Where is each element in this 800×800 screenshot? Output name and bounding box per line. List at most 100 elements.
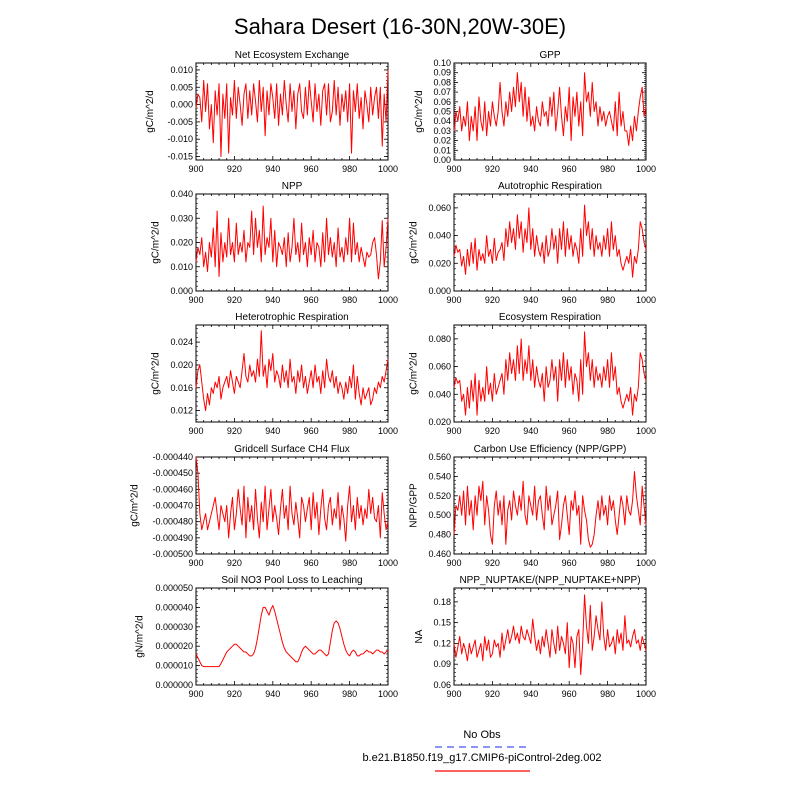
y-tick-label: 0.04 [433,116,451,126]
x-tick-label: 920 [227,164,242,174]
x-tick-label: 940 [265,295,280,305]
y-axis-label: gC/m^2/d [409,352,420,395]
y-tick-label: 0.024 [170,337,193,347]
chart-title: Carbon Use Efficiency (NPP/GPP) [474,444,627,455]
y-tick-label: 0.05 [433,107,451,117]
x-tick-label: 940 [265,426,280,436]
y-axis-label: NPP/GPP [409,483,420,528]
y-tick-label: 0.010 [170,65,193,75]
y-tick-label: 0.020 [428,258,451,268]
x-tick-label: 940 [523,558,538,568]
chart-title: Heterotrophic Respiration [235,312,348,323]
series-line [195,456,389,542]
x-tick-label: 960 [562,295,577,305]
y-tick-label: 0.07 [433,87,451,97]
y-tick-label: 0.020 [428,417,451,427]
y-tick-label: 0.040 [428,231,451,241]
x-tick-label: 960 [562,689,577,699]
y-tick-label: 0.000000 [155,680,193,690]
y-tick-label: 0.040 [428,389,451,399]
x-tick-label: 940 [265,558,280,568]
y-tick-label: 0.10 [433,58,451,68]
x-tick-label: 1000 [378,295,398,305]
y-tick-label: -0.000490 [152,533,193,543]
y-tick-label: -0.000460 [152,484,193,494]
y-tick-label: 0.000 [428,286,451,296]
series-line [453,72,647,146]
y-tick-label: 0.080 [428,334,451,344]
x-tick-label: 920 [227,689,242,699]
chart-title: Soil NO3 Pool Loss to Leaching [221,575,362,586]
x-tick-label: 960 [562,558,577,568]
x-tick-label: 940 [523,295,538,305]
x-tick-label: 940 [265,689,280,699]
plot-frame [195,456,389,555]
y-tick-label: 0.09 [433,659,451,669]
y-tick-label: 0.06 [433,97,451,107]
x-tick-label: 900 [188,295,203,305]
y-tick-label: 0.15 [433,618,451,628]
x-tick-label: 980 [342,295,357,305]
y-tick-label: 0.012 [170,406,193,416]
x-tick-label: 960 [562,426,577,436]
y-tick-label: -0.000500 [152,549,193,559]
y-axis-label: gC/m^2/d [414,90,425,133]
y-tick-label: 0.06 [433,680,451,690]
figure-title: Sahara Desert (16-30N,20W-30E) [234,14,566,39]
x-tick-label: 960 [304,426,319,436]
y-tick-label: 0.000010 [155,661,193,671]
x-tick-label: 900 [188,558,203,568]
legend-model-label: b.e21.B1850.f19_g17.CMIP6-piControl-2deg… [362,752,601,764]
series-line [195,604,389,668]
chart-title: Autotrophic Respiration [498,181,602,192]
series-line [195,69,389,158]
x-tick-label: 920 [227,558,242,568]
x-tick-label: 1000 [636,295,656,305]
x-tick-label: 980 [342,426,357,436]
y-tick-label: 0.016 [170,383,193,393]
y-tick-label: 0.000030 [155,622,193,632]
x-tick-label: 900 [446,558,461,568]
chart-panel-7: Carbon Use Efficiency (NPP/GPP) 900 920 940… [409,444,657,568]
y-tick-label: 0.560 [428,452,451,462]
y-axis-label: gC/m^2/d [145,90,156,133]
y-tick-label: -0.000470 [152,501,193,511]
y-axis-label: gC/m^2/d [151,221,162,264]
plot-frame [453,62,647,161]
series-line [453,471,647,548]
chart-title: Ecosystem Respiration [499,312,601,323]
plot-frame [195,587,389,686]
x-tick-label: 940 [265,164,280,174]
x-tick-label: 940 [523,164,538,174]
x-tick-label: 980 [600,558,615,568]
legend: No Obs b.e21.B1850.f19_g17.CMIP6-piContr… [362,729,602,772]
x-tick-label: 980 [600,426,615,436]
y-tick-label: 0.09 [433,68,451,78]
x-tick-label: 1000 [378,558,398,568]
plot-frame [453,456,647,555]
y-tick-label: -0.000450 [152,468,193,478]
y-tick-label: 0.000020 [155,641,193,651]
y-tick-label: 0.460 [428,549,451,559]
chart-title: NPP_NUPTAKE/(NPP_NUPTAKE+NPP) [459,575,640,586]
x-tick-label: 960 [304,558,319,568]
x-tick-label: 980 [342,689,357,699]
y-tick-label: 0.12 [433,638,451,648]
y-tick-label: 0.540 [428,471,451,481]
x-tick-label: 920 [485,164,500,174]
series-line [453,594,647,676]
x-tick-label: 900 [188,426,203,436]
x-tick-label: 1000 [378,164,398,174]
chart-panel-9: NPP_NUPTAKE/(NPP_NUPTAKE+NPP) 900 920 940 96… [414,575,656,699]
x-tick-label: 1000 [378,426,398,436]
series-line [453,331,647,416]
chart-panel-2: NPP 900 920 940 960 980 1000 0.000 0.010 0.020 0.0… [151,181,399,305]
x-tick-label: 980 [342,558,357,568]
x-tick-label: 920 [227,426,242,436]
y-tick-label: 0.02 [433,136,451,146]
x-tick-label: 920 [485,295,500,305]
x-tick-label: 980 [342,164,357,174]
y-tick-label: 0.480 [428,530,451,540]
